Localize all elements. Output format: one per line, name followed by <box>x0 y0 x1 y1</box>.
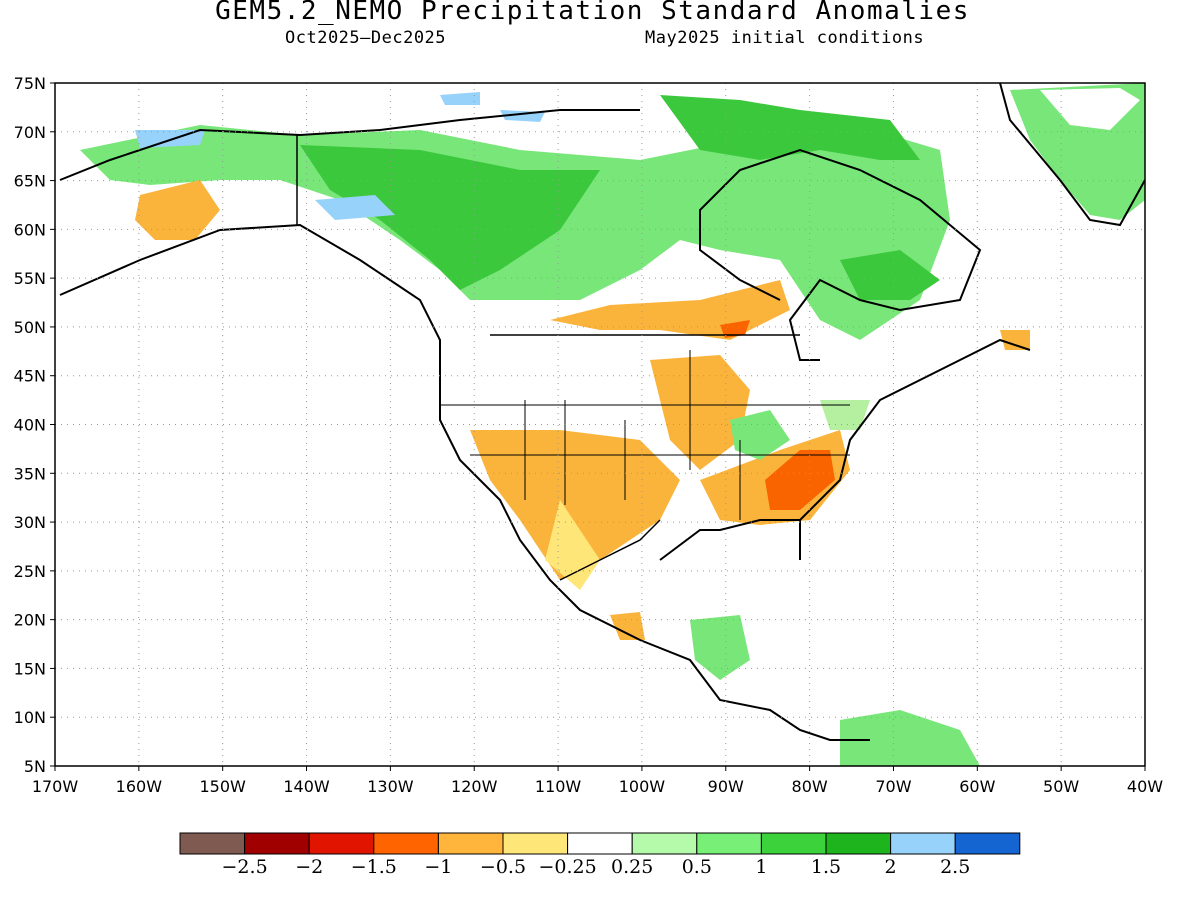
lat-label: 35N <box>14 464 46 483</box>
lat-label: 20N <box>14 611 46 630</box>
colorbar-label: 1.5 <box>811 856 841 878</box>
colorbar-swatch <box>437 832 504 855</box>
anomaly-region-green-dark <box>300 145 600 290</box>
state-borders <box>440 350 850 520</box>
colorbar-swatch <box>567 832 633 855</box>
colorbar-swatch <box>631 832 698 855</box>
anomaly-region-blue <box>440 92 480 105</box>
anomaly-region-orange-light <box>1000 330 1030 350</box>
lon-label: 130W <box>367 777 414 796</box>
lat-label: 25N <box>14 562 46 581</box>
anomaly-region-orange <box>720 320 750 338</box>
lat-label: 70N <box>14 123 46 142</box>
colorbar-swatch <box>954 832 1021 855</box>
lon-label: 110W <box>535 777 582 796</box>
lat-label: 60N <box>14 220 46 239</box>
anomaly-region-green <box>690 615 750 680</box>
colorbar-label: 0.25 <box>611 856 653 878</box>
colorbar-label: 2.5 <box>940 856 970 878</box>
forecast-period: Oct2025–Dec2025 <box>285 28 447 48</box>
lon-label: 80W <box>792 777 828 796</box>
anomaly-region-orange-light <box>610 612 645 640</box>
anomaly-region-green-dark <box>660 95 920 160</box>
lon-label: 150W <box>200 777 247 796</box>
anomaly-region-green-dark <box>840 250 940 300</box>
colorbar-swatch <box>825 832 892 855</box>
plot-frame <box>54 82 1146 767</box>
anomaly-region-white <box>1040 88 1140 130</box>
colorbar-swatch <box>244 832 310 855</box>
colorbar-label: −2 <box>295 856 323 878</box>
lat-label: 10N <box>14 708 46 727</box>
colorbar-label: 2 <box>885 856 897 878</box>
colorbar-label: 1 <box>755 856 767 878</box>
coastline <box>59 83 1145 741</box>
lon-label: 90W <box>708 777 744 796</box>
anomaly-region-green <box>840 710 980 766</box>
colorbar-swatch <box>502 832 569 855</box>
colorbar-label: −0.5 <box>480 856 526 878</box>
country-border <box>296 135 800 581</box>
lat-label: 5N <box>24 757 46 776</box>
lat-label: 75N <box>14 74 46 93</box>
anomaly-region-orange-light <box>135 180 220 240</box>
initial-conditions: May2025 initial conditions <box>645 28 925 48</box>
latitude-labels: 75N 70N 65N 60N 55N 50N 45N 40N 35N 30N 25N 20N 15N 1… <box>14 74 46 776</box>
lon-label: 140W <box>283 777 330 796</box>
anomaly-region-blue <box>315 195 395 220</box>
lon-label: 160W <box>116 777 163 796</box>
lat-label: 45N <box>14 367 46 386</box>
lat-label: 50N <box>14 318 46 337</box>
lat-label: 15N <box>14 659 46 678</box>
chart-title: GEM5.2_NEMO Precipitation Standard Anoma… <box>215 0 970 26</box>
map-field <box>59 83 1145 766</box>
lon-label: 100W <box>619 777 666 796</box>
lon-label: 170W <box>32 777 79 796</box>
colorbar-swatch <box>308 832 375 855</box>
colorbar-label: −0.25 <box>538 856 596 878</box>
anomaly-region-green <box>730 410 790 460</box>
colorbar <box>179 832 1021 855</box>
colorbar-label: 0.5 <box>682 856 712 878</box>
colorbar-swatch <box>890 832 956 855</box>
lon-label: 60W <box>959 777 995 796</box>
lon-label: 50W <box>1043 777 1079 796</box>
lat-label: 30N <box>14 513 46 532</box>
anomaly-region-orange-light <box>470 430 680 580</box>
lon-label: 70W <box>875 777 911 796</box>
anomaly-region-green-light <box>820 400 870 430</box>
longitude-labels: 170W 160W 150W 140W 130W 120W 110W 100W 90W 80W 70… <box>32 777 1163 796</box>
colorbar-label: −2.5 <box>222 856 268 878</box>
colorbar-swatch <box>696 832 762 855</box>
lat-label: 55N <box>14 269 46 288</box>
anomaly-region-orange <box>765 450 835 510</box>
lon-label: 40W <box>1127 777 1163 796</box>
colorbar-label: −1.5 <box>351 856 397 878</box>
colorbar-label: −1 <box>424 856 452 878</box>
colorbar-swatch <box>373 832 439 855</box>
colorbar-labels: −2.5 −2 −1.5 −1 −0.5 −0.25 0.25 0.5 1 1.5 2 2.5 <box>222 856 971 878</box>
lat-label: 65N <box>14 172 46 191</box>
map-grid <box>50 82 1146 771</box>
anomaly-region-orange-light <box>650 355 750 470</box>
colorbar-swatch <box>179 832 246 855</box>
lat-label: 40N <box>14 416 46 435</box>
colorbar-swatch <box>760 832 827 855</box>
lon-label: 120W <box>451 777 498 796</box>
